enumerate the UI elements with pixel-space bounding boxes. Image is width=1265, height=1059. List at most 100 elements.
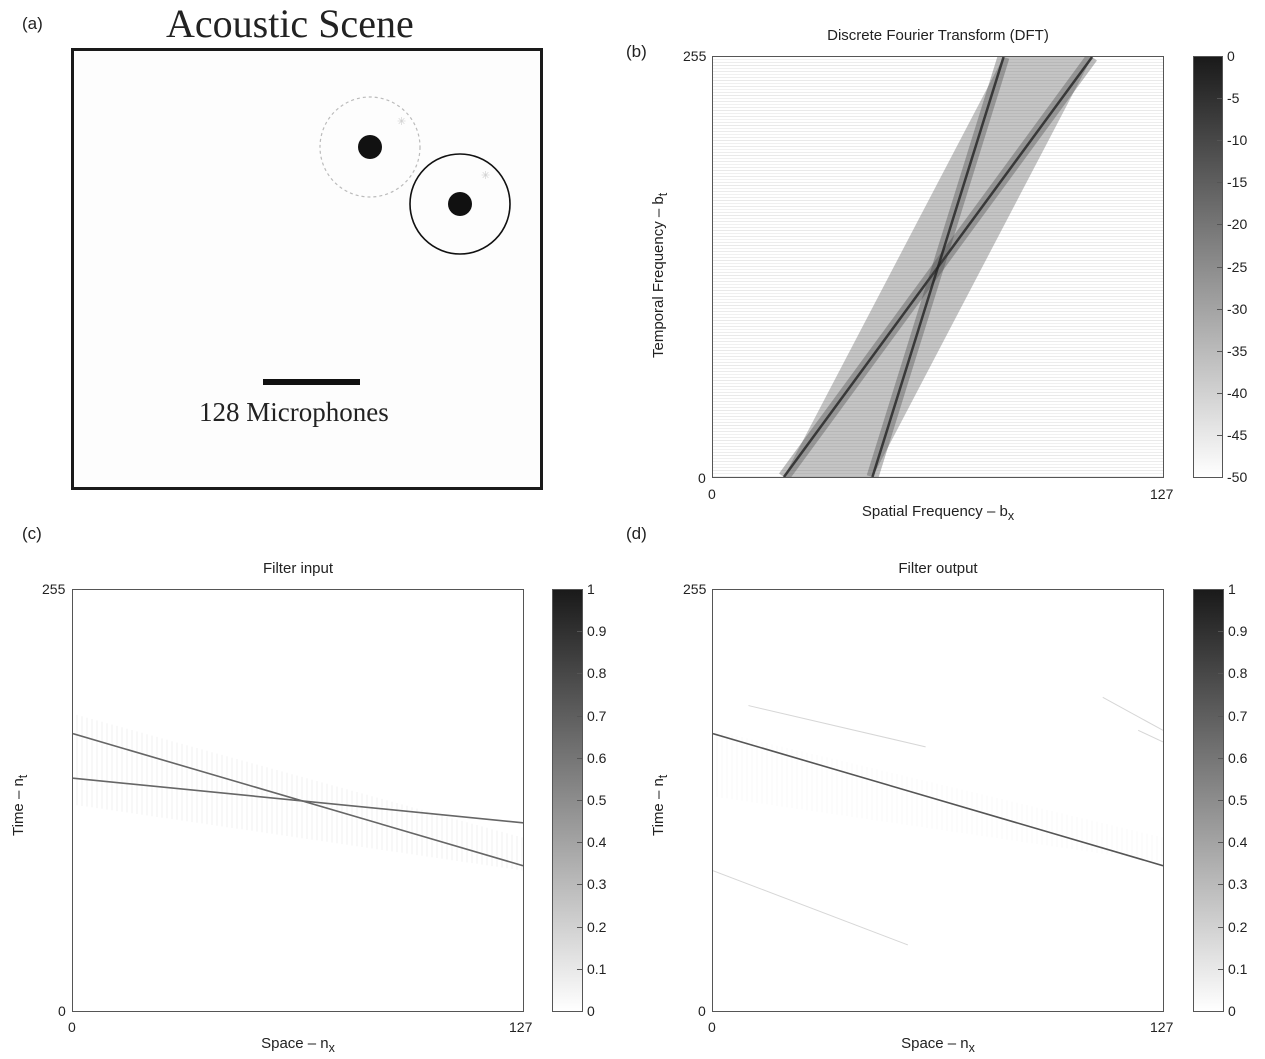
filter-output-ytick-bottom: 0 <box>698 1003 706 1019</box>
dft-band <box>713 230 1163 231</box>
microphone-caption: 128 Microphones <box>199 397 389 427</box>
dft-band <box>713 92 1163 93</box>
dft-xtick-right: 127 <box>1150 486 1174 502</box>
filter-input-colorbar-tick-label: 0.9 <box>587 623 607 640</box>
filter-output-ytick-top: 255 <box>683 581 707 597</box>
filter-input-colorbar-tick-label: 0 <box>587 1003 595 1019</box>
dft-band <box>713 407 1163 408</box>
dft-band <box>713 191 1163 192</box>
dft-band <box>713 335 1163 336</box>
acoustic-scene-drawing: ✳ ✳ <box>263 96 511 385</box>
dft-band <box>713 152 1163 153</box>
dft-band <box>713 209 1163 210</box>
dft-band <box>713 299 1163 300</box>
panel-letter-c: (c) <box>22 524 42 543</box>
dft-band <box>713 164 1163 165</box>
filter-input-colorbar-tick-mark <box>577 631 582 633</box>
dft-colorbar-tick-mark <box>1217 98 1222 100</box>
dft-title: Discrete Fourier Transform (DFT) <box>827 27 1049 44</box>
filter-input-colorbar-tick-mark <box>577 715 582 717</box>
dft-colorbar-tick-label: -35 <box>1227 342 1248 359</box>
filter-output-colorbar-tick-label: 0.6 <box>1228 749 1248 766</box>
filter-output-ylabel: Time – nt <box>650 774 670 836</box>
dft-band <box>713 254 1163 255</box>
filter-output-colorbar-tick-mark <box>1218 589 1223 590</box>
dft-band <box>713 323 1163 324</box>
source-marker-1: ✳ <box>397 115 406 128</box>
filter-input-title: Filter input <box>262 560 334 577</box>
dft-band <box>713 365 1163 366</box>
dft-band <box>713 398 1163 399</box>
dft-band <box>713 71 1163 72</box>
filter-output-colorbar-tick-label: 0.1 <box>1228 960 1248 977</box>
dft-band <box>713 458 1163 459</box>
dft-band <box>713 236 1163 237</box>
filter-output-xlabel: Space – nx <box>901 1035 975 1055</box>
dft-band <box>713 131 1163 132</box>
dft-band <box>713 347 1163 348</box>
dft-colorbar-tick-mark <box>1217 477 1222 478</box>
filter-input-ylabel: Time – nt <box>10 774 30 836</box>
dft-band <box>713 425 1163 426</box>
dft-band <box>713 344 1163 345</box>
dft-band <box>713 386 1163 387</box>
dft-band <box>713 377 1163 378</box>
dft-band <box>713 65 1163 66</box>
filter-output-colorbar-tick-label: 0.2 <box>1228 918 1248 935</box>
sound-source-2 <box>448 192 472 216</box>
dft-band <box>713 338 1163 339</box>
filter-output-heatmap <box>713 696 1163 946</box>
dft-band <box>713 95 1163 96</box>
dft-band <box>713 311 1163 312</box>
filter-input-colorbar-tick-mark <box>577 926 582 928</box>
dft-band <box>713 155 1163 156</box>
dft-ytick-bottom: 0 <box>698 470 706 486</box>
dft-band <box>713 89 1163 90</box>
dft-band <box>713 419 1163 420</box>
dft-band <box>713 314 1163 315</box>
filter-output-colorbar-tick-label: 0.7 <box>1228 707 1248 724</box>
dft-band <box>713 431 1163 432</box>
filter-output-colorbar-tick-mark <box>1218 673 1223 675</box>
filter-output-colorbar-tick-mark <box>1218 715 1223 717</box>
dft-band <box>713 215 1163 216</box>
dft-band <box>713 74 1163 75</box>
dft-band <box>713 194 1163 195</box>
dft-ytick-top: 255 <box>683 48 707 64</box>
sound-source-1 <box>358 135 382 159</box>
dft-colorbar-tick-mark <box>1217 140 1222 142</box>
filter-output-colorbar-tick-mark <box>1218 968 1223 970</box>
dft-band <box>713 353 1163 354</box>
dft-band <box>713 242 1163 243</box>
dft-band <box>713 146 1163 147</box>
filter-output-residual-1 <box>713 870 909 946</box>
dft-band <box>713 332 1163 333</box>
dft-band <box>713 413 1163 414</box>
filter-input-colorbar-tick-label: 0.8 <box>587 665 607 682</box>
dft-band <box>713 389 1163 390</box>
dft-band <box>713 125 1163 126</box>
dft-band <box>713 422 1163 423</box>
dft-colorbar-tick-mark <box>1217 434 1222 436</box>
dft-band <box>713 257 1163 258</box>
dft-band <box>713 149 1163 150</box>
dft-band <box>713 128 1163 129</box>
dft-band <box>713 170 1163 171</box>
microphone-array <box>263 379 360 385</box>
dft-band <box>713 305 1163 306</box>
dft-band <box>713 188 1163 189</box>
filter-output-residual-4 <box>1137 729 1163 743</box>
dft-band <box>713 320 1163 321</box>
filter-output-colorbar-tick-mark <box>1218 1011 1223 1012</box>
filter-input-xtick-right: 127 <box>509 1019 533 1035</box>
dft-band <box>713 326 1163 327</box>
dft-band <box>713 116 1163 117</box>
dft-band <box>713 455 1163 456</box>
dft-band <box>713 104 1163 105</box>
dft-xlabel: Spatial Frequency – bx <box>861 503 1015 523</box>
dft-colorbar-tick-label: -50 <box>1227 469 1248 485</box>
dft-band <box>713 440 1163 441</box>
scene-title: Acoustic Scene <box>166 1 414 46</box>
filter-output-xtick-left: 0 <box>708 1019 716 1035</box>
panel-letter-d: (d) <box>626 524 647 543</box>
